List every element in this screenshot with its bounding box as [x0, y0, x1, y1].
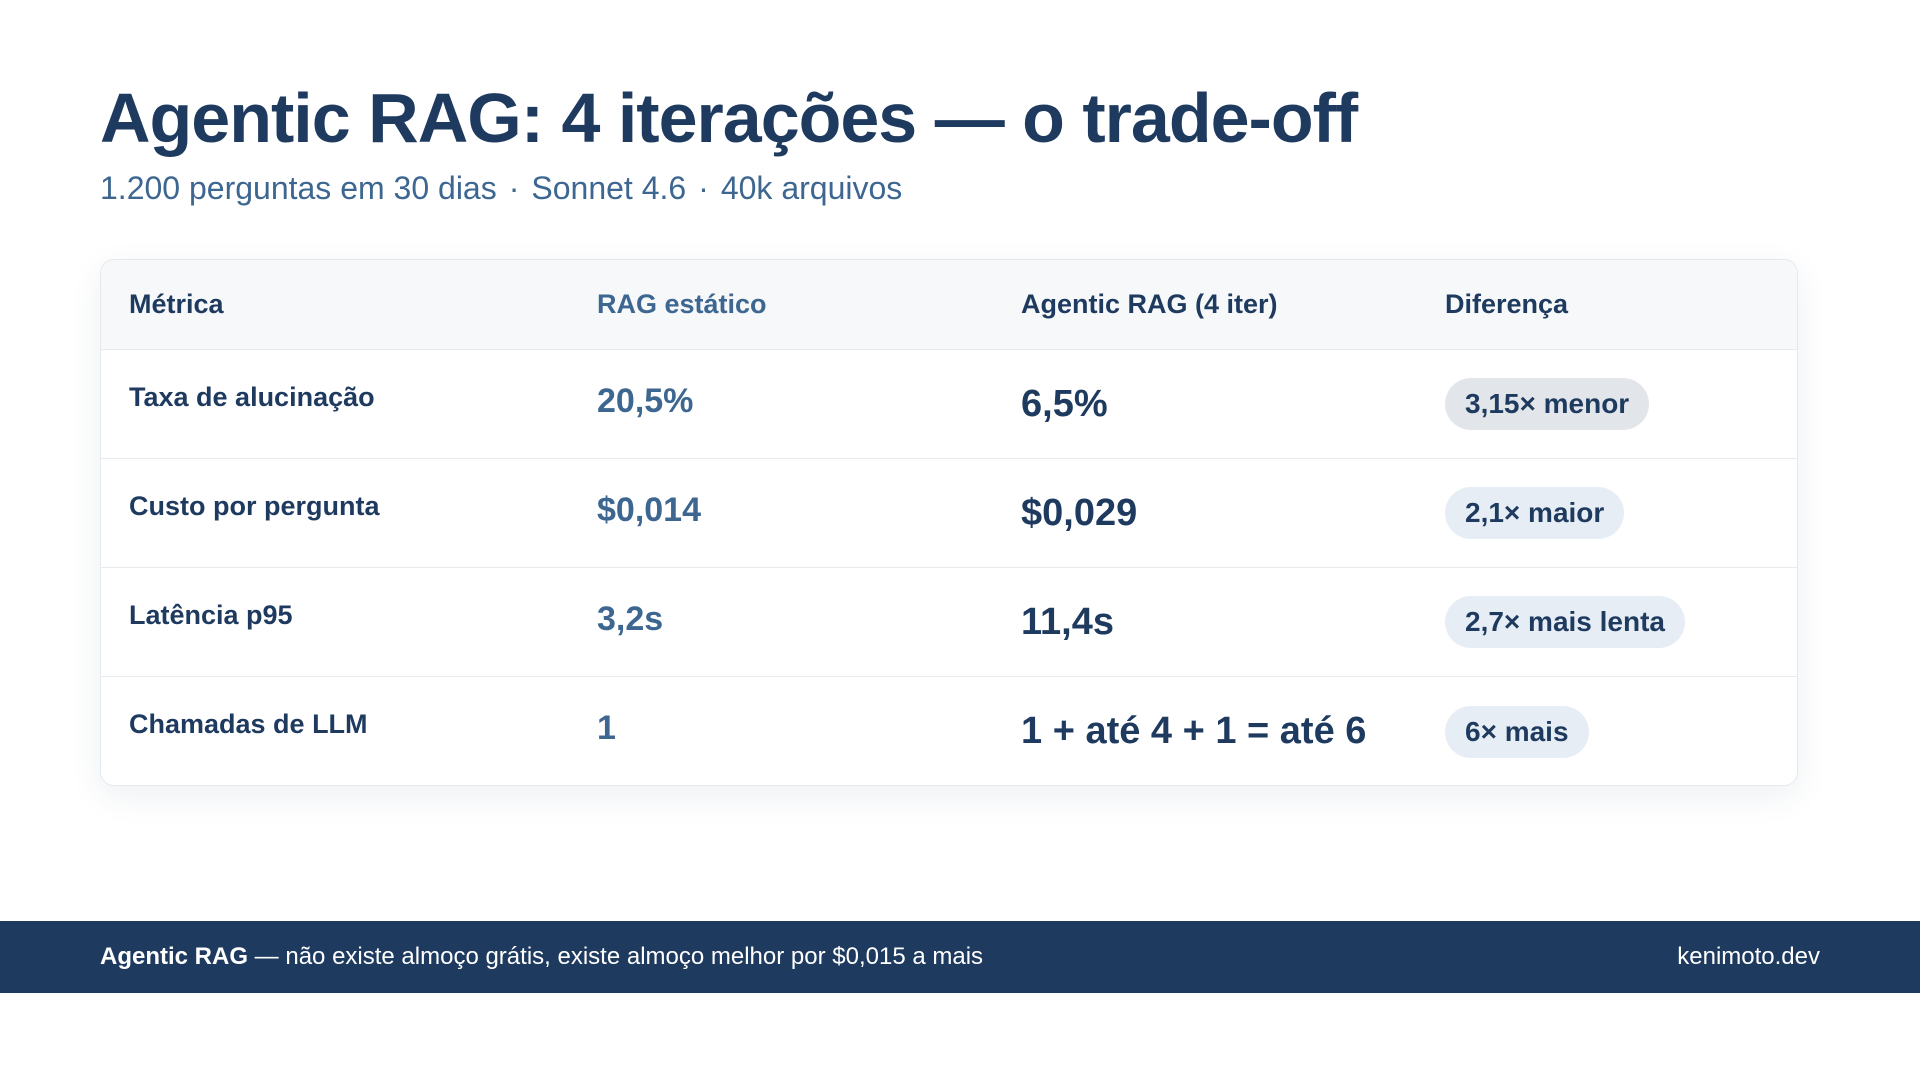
metric-name: Custo por pergunta — [129, 490, 380, 521]
subtitle-questions: 1.200 perguntas em 30 dias — [100, 170, 497, 206]
footer-brand: Agentic RAG — [100, 943, 249, 970]
table-header-row: Métrica RAG estático Agentic RAG (4 iter… — [101, 260, 1797, 350]
static-rag-value: 1 — [597, 709, 616, 747]
footer-site: kenimoto.dev — [1677, 943, 1820, 970]
metric-name: Latência p95 — [129, 599, 293, 630]
static-rag-value: $0,014 — [597, 490, 701, 529]
column-header-static-rag: RAG estático — [597, 289, 767, 319]
metric-name: Taxa de alucinação — [129, 381, 375, 412]
table-row: Custo por pergunta $0,014 $0,029 2,1× ma… — [101, 459, 1797, 568]
difference-badge: 3,15× menor — [1445, 378, 1650, 430]
table-row: Taxa de alucinação 20,5% 6,5% 3,15× meno… — [101, 350, 1797, 459]
column-header-agentic-rag: Agentic RAG (4 iter) — [1021, 289, 1278, 319]
difference-cell: 2,7× mais lenta — [1416, 596, 1797, 648]
footer-caption: Agentic RAG — não existe almoço grátis, … — [100, 921, 983, 993]
page-title: Agentic RAG: 4 iterações — o trade-off — [100, 79, 1358, 157]
subtitle-separator: · — [698, 170, 709, 206]
agentic-rag-value: 11,4s — [1021, 600, 1114, 643]
subtitle-model: Sonnet 4.6 — [531, 170, 687, 206]
agentic-rag-value: $0,029 — [1021, 491, 1138, 534]
difference-cell: 2,1× maior — [1416, 487, 1797, 539]
column-header-difference: Diferença — [1445, 289, 1569, 319]
difference-badge: 2,1× maior — [1445, 487, 1625, 539]
subtitle-files: 40k arquivos — [720, 170, 903, 206]
table-row: Chamadas de LLM 1 1 + até 4 + 1 = até 6 … — [101, 677, 1797, 785]
subtitle-separator: · — [508, 170, 520, 206]
comparison-table: Métrica RAG estático Agentic RAG (4 iter… — [100, 259, 1798, 786]
difference-cell: 6× mais — [1416, 705, 1797, 758]
difference-badge: 2,7× mais lenta — [1445, 596, 1686, 648]
difference-cell: 3,15× menor — [1416, 378, 1797, 430]
page-subtitle: 1.200 perguntas em 30 dias · Sonnet 4.6 · 40… — [100, 170, 902, 207]
metric-name: Chamadas de LLM — [129, 709, 368, 739]
footer-tagline: — não existe almoço grátis, existe almoç… — [248, 943, 984, 970]
difference-badge: 6× mais — [1445, 705, 1589, 758]
static-rag-value: 3,2s — [597, 599, 664, 638]
agentic-rag-value: 1 + até 4 + 1 = até 6 — [1021, 710, 1367, 752]
agentic-rag-value: 6,5% — [1021, 382, 1108, 425]
static-rag-value: 20,5% — [597, 381, 694, 420]
table-row: Latência p95 3,2s 11,4s 2,7× mais lenta — [101, 568, 1797, 677]
column-header-metric: Métrica — [129, 289, 224, 319]
footer-bar: Agentic RAG — não existe almoço grátis, … — [0, 921, 1920, 993]
